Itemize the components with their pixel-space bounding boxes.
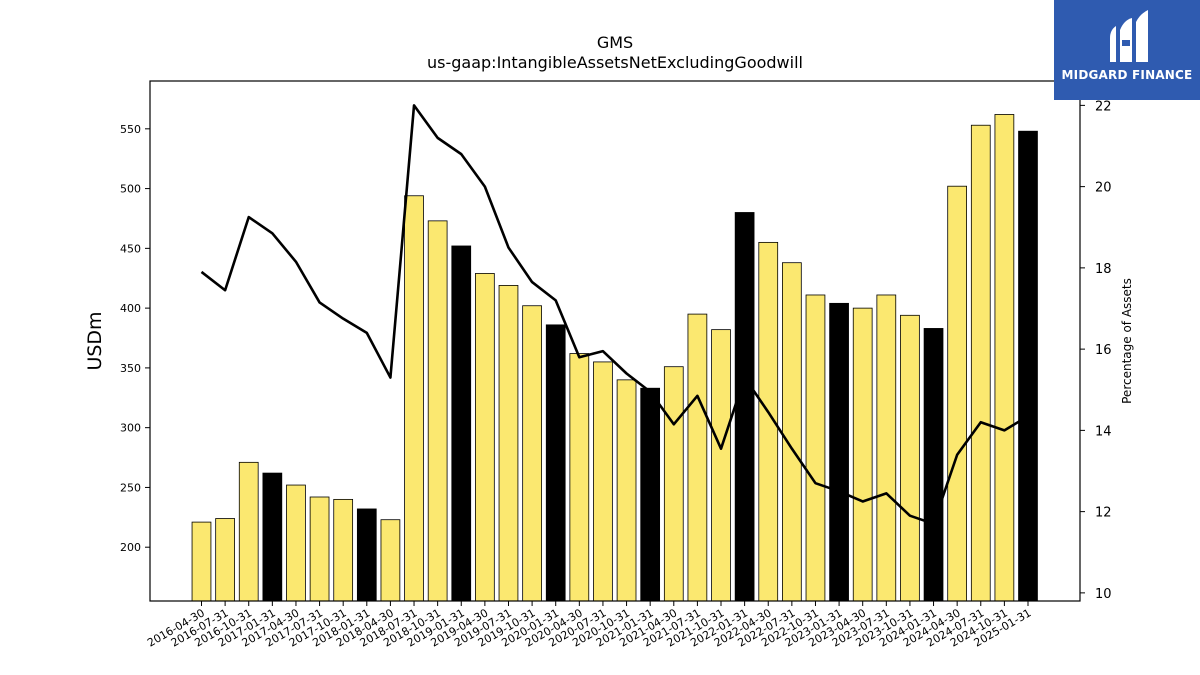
chart-title: GMS — [597, 33, 633, 52]
y2-tick-label: 14 — [1095, 424, 1112, 439]
y2-tick-label: 16 — [1095, 343, 1112, 358]
bar-series — [192, 114, 1037, 601]
y-axis-left: 200 250 300 350 400 450 500 550 — [120, 123, 150, 554]
y-tick-label: 250 — [120, 481, 141, 494]
logo-text: MIDGARD FINANCE — [1054, 68, 1200, 82]
bar — [971, 125, 990, 601]
y-tick-label: 200 — [120, 541, 141, 554]
bar — [523, 306, 542, 601]
logo-mark-icon — [1054, 0, 1200, 100]
bar — [239, 462, 258, 601]
bar — [546, 325, 565, 601]
chart-canvas: GMS us-gaap:IntangibleAssetsNetExcluding… — [0, 0, 1200, 675]
y2-tick-label: 20 — [1095, 181, 1112, 196]
x-axis: 2016-04-302016-07-312016-10-312017-01-31… — [145, 601, 1033, 650]
bar — [192, 522, 211, 601]
bar — [287, 485, 306, 601]
bar — [594, 362, 613, 601]
bar — [948, 186, 967, 601]
bar — [216, 519, 235, 601]
y-axis-right: 10 12 14 16 18 20 22 — [1080, 99, 1112, 602]
bar — [712, 330, 731, 601]
y-tick-label: 450 — [120, 242, 141, 255]
bar — [263, 473, 282, 601]
y2-tick-label: 10 — [1095, 587, 1112, 602]
bar — [664, 367, 683, 601]
bar — [806, 295, 825, 601]
y-tick-label: 300 — [120, 422, 141, 435]
bar — [570, 354, 589, 601]
brand-logo: MIDGARD FINANCE — [1054, 0, 1200, 100]
bar — [688, 314, 707, 601]
bar — [900, 315, 919, 601]
y2-tick-label: 18 — [1095, 262, 1112, 277]
bar — [1019, 131, 1038, 601]
bar — [853, 308, 872, 601]
bar — [782, 263, 801, 601]
y2-tick-label: 22 — [1095, 99, 1112, 114]
y2-tick-label: 12 — [1095, 506, 1112, 521]
bar — [334, 499, 353, 601]
bar — [405, 196, 424, 601]
y-axis-label: USDm — [84, 311, 106, 370]
y-tick-label: 350 — [120, 362, 141, 375]
bar — [641, 388, 660, 601]
bar — [381, 520, 400, 601]
y-tick-label: 500 — [120, 183, 141, 196]
y-tick-label: 400 — [120, 302, 141, 315]
bar — [499, 285, 518, 601]
chart-subtitle: us-gaap:IntangibleAssetsNetExcludingGood… — [427, 53, 803, 72]
chart: GMS us-gaap:IntangibleAssetsNetExcluding… — [0, 0, 1200, 675]
bar — [310, 497, 329, 601]
bar — [428, 221, 447, 601]
y2-axis-label: Percentage of Assets — [1120, 278, 1134, 404]
bar — [830, 303, 849, 601]
bar — [475, 273, 494, 601]
bar — [877, 295, 896, 601]
bar — [735, 212, 754, 601]
bar — [924, 328, 943, 601]
bar — [452, 246, 471, 601]
bar — [357, 509, 376, 601]
bar — [617, 380, 636, 601]
bar — [995, 114, 1014, 601]
y-tick-label: 550 — [120, 123, 141, 136]
